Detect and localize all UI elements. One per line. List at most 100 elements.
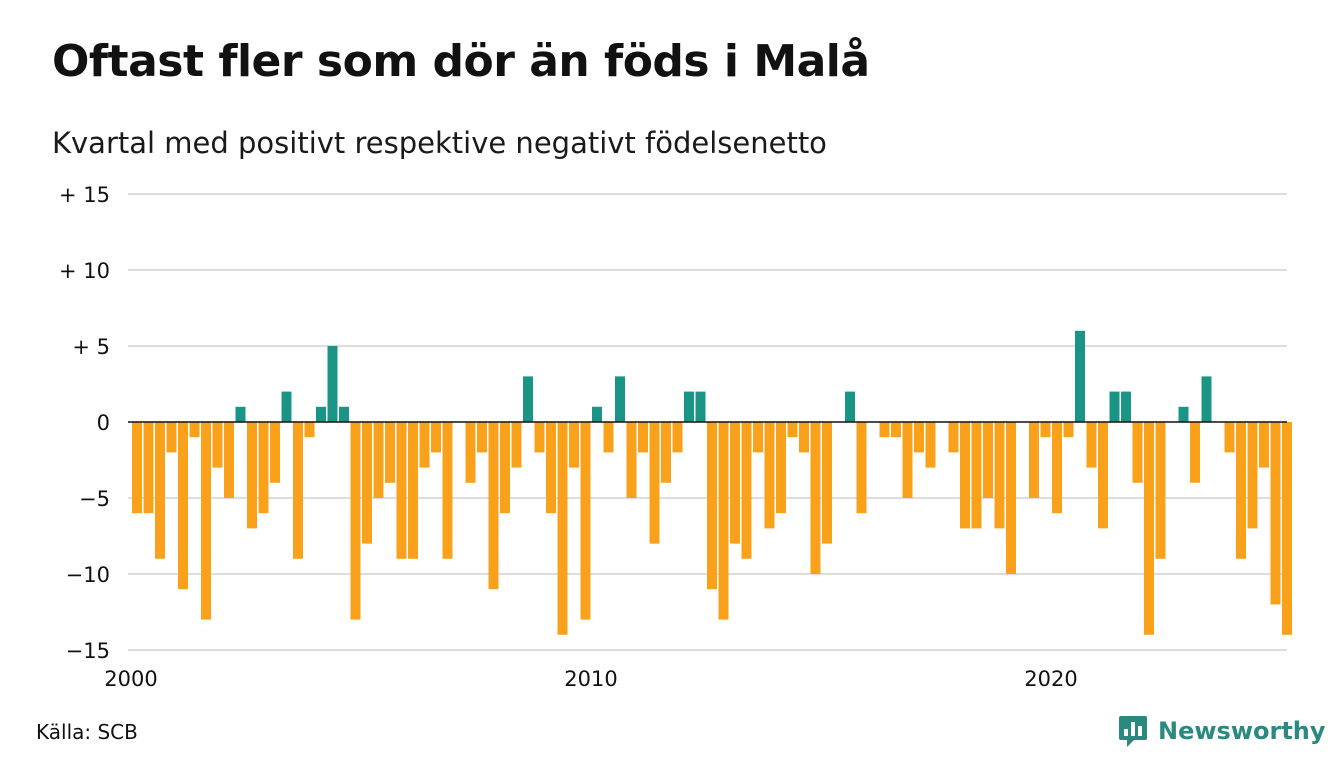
y-tick-label: + 15 (59, 183, 110, 207)
bar-negative (385, 422, 395, 483)
bar-positive (1201, 376, 1212, 422)
bar-negative (891, 422, 901, 438)
bar-negative (293, 422, 303, 559)
bar-negative (1155, 422, 1166, 559)
bar-negative (960, 422, 970, 529)
bar-negative (212, 422, 223, 468)
bar-positive (523, 376, 533, 422)
y-tick-label: 0 (97, 411, 110, 435)
bar-negative (661, 422, 671, 483)
brand-name: Newsworthy (1158, 717, 1326, 745)
bar-negative (350, 422, 361, 620)
bar-negative (787, 422, 798, 438)
bar-negative (155, 422, 165, 559)
bar-chart-speech-icon (1119, 716, 1147, 747)
bar-positive (1109, 391, 1120, 422)
bar-negative (569, 422, 579, 468)
bar-negative (902, 422, 913, 498)
x-tick-label: 2010 (564, 667, 617, 691)
source-note: Källa: SCB (36, 720, 138, 744)
bar-negative (764, 422, 775, 529)
bar-positive (316, 406, 326, 422)
bar-negative (580, 422, 591, 620)
x-tick-label: 2000 (104, 667, 157, 691)
bar-negative (638, 422, 648, 453)
bar-negative (626, 422, 637, 498)
bar-negative (1282, 422, 1292, 635)
bar-negative (753, 422, 763, 453)
bar-negative (1029, 422, 1039, 498)
bar-negative (707, 422, 717, 590)
bar-negative (224, 422, 234, 498)
bar-negative (477, 422, 487, 453)
chart-subtitle: Kvartal med positivt respektive negativt… (52, 126, 827, 160)
bar-negative (1270, 422, 1281, 605)
bar-negative (258, 422, 269, 514)
bar-negative (442, 422, 453, 559)
bar-negative (189, 422, 200, 438)
bar-negative (879, 422, 890, 438)
bar-negative (534, 422, 545, 453)
bar-negative (730, 422, 740, 544)
bar-negative (1144, 422, 1154, 635)
bar-negative (971, 422, 982, 529)
bar-negative (1190, 422, 1200, 483)
bar-negative (856, 422, 867, 514)
bar-negative (983, 422, 993, 498)
bar-negative (1086, 422, 1097, 468)
y-tick-label: −5 (79, 487, 110, 511)
bar-positive (327, 346, 338, 422)
bar-positive (1075, 330, 1085, 422)
x-tick-label: 2020 (1024, 667, 1077, 691)
bar-negative (948, 422, 959, 453)
bar-negative (373, 422, 384, 498)
bar-negative (718, 422, 729, 620)
bar-negative (914, 422, 924, 453)
bar-negative (1132, 422, 1143, 483)
y-tick-label: + 10 (59, 259, 110, 283)
bar-negative (799, 422, 809, 453)
bar-negative (1236, 422, 1246, 559)
brand-logo: Newsworthy (1118, 714, 1326, 748)
y-tick-label: −15 (66, 639, 110, 663)
bar-negative (1040, 422, 1051, 438)
bar-negative (396, 422, 407, 559)
bar-negative (1247, 422, 1258, 529)
bar-negative (810, 422, 821, 574)
bar-negative (1063, 422, 1074, 438)
bar-negative (270, 422, 280, 483)
bar-positive (235, 406, 246, 422)
bar-negative (488, 422, 499, 590)
bar-positive (684, 391, 694, 422)
bar-negative (1006, 422, 1016, 574)
bar-negative (247, 422, 257, 529)
y-tick-label: −10 (66, 563, 110, 587)
bar-negative (178, 422, 188, 590)
bar-negative (511, 422, 522, 468)
bar-positive (615, 376, 625, 422)
bar-negative (143, 422, 154, 514)
bar-negative (465, 422, 476, 483)
bar-negative (925, 422, 936, 468)
bar-positive (339, 406, 349, 422)
bar-negative (1052, 422, 1062, 514)
bar-negative (362, 422, 372, 544)
y-tick-label: + 5 (72, 335, 110, 359)
bar-negative (201, 422, 211, 620)
bar-positive (845, 391, 855, 422)
bar-negative (603, 422, 614, 453)
bar-negative (166, 422, 177, 453)
bar-negative (649, 422, 660, 544)
bar-negative (500, 422, 510, 514)
bar-negative (994, 422, 1005, 529)
bar-positive (592, 406, 602, 422)
bar-negative (419, 422, 430, 468)
bar-negative (132, 422, 142, 514)
bar-positive (1178, 406, 1189, 422)
bar-positive (1121, 391, 1131, 422)
bar-negative (1259, 422, 1269, 468)
bar-negative (1224, 422, 1235, 453)
bar-negative (557, 422, 568, 635)
bar-positive (281, 391, 292, 422)
bar-negative (741, 422, 752, 559)
